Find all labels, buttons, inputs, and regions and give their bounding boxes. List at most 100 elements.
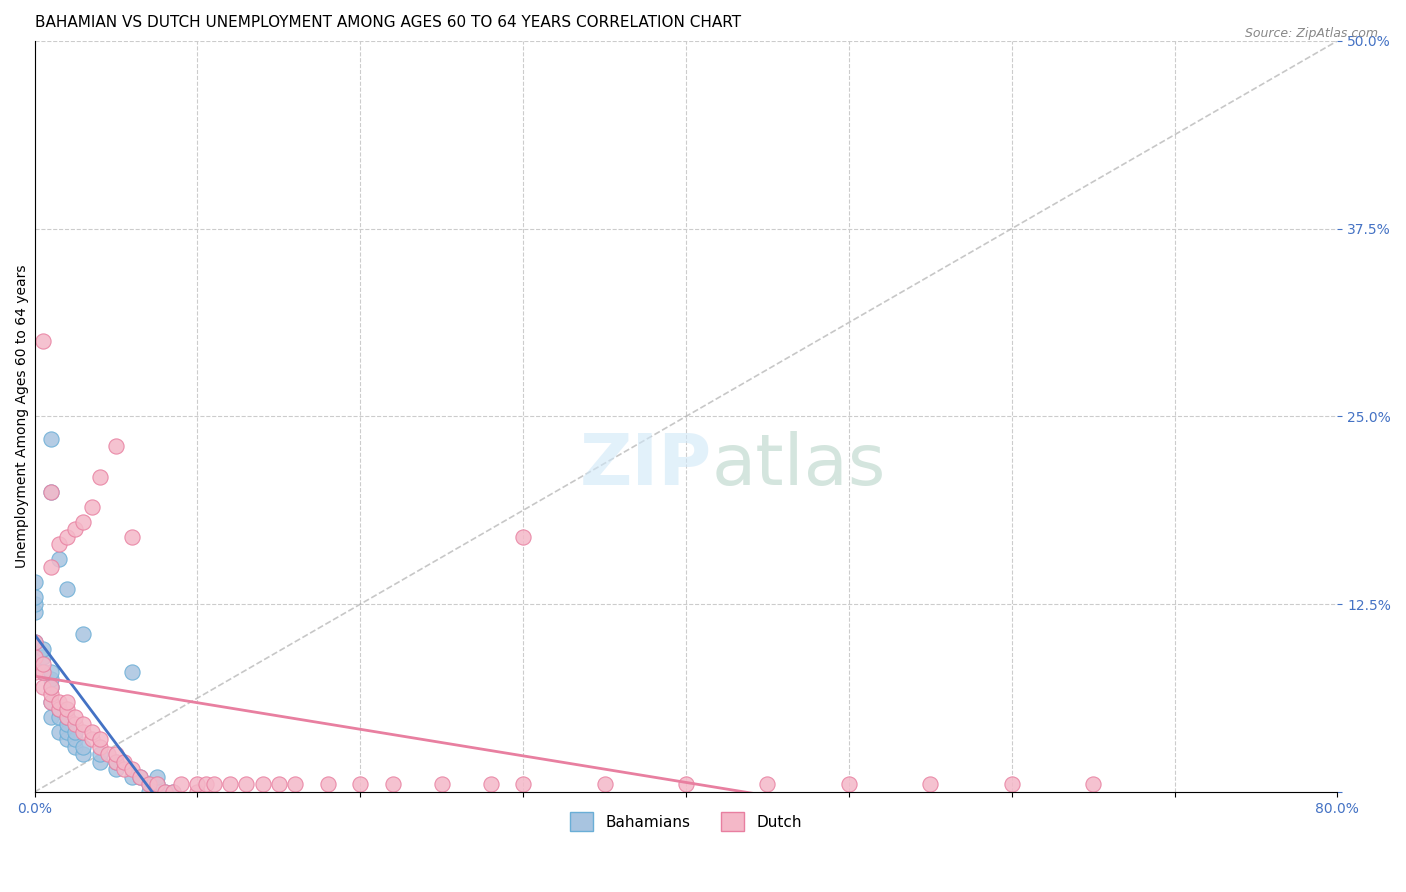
Point (56, 710, 79, 724)
Point (89, 732, 111, 747)
Point (48, 702, 70, 716)
Point (39, 665, 62, 679)
Point (112, 763, 135, 777)
Text: Source: ZipAtlas.com: Source: ZipAtlas.com (1244, 27, 1378, 40)
Text: ZIP: ZIP (579, 432, 711, 500)
Point (65, 732, 87, 747)
Point (39, 484, 62, 499)
Point (121, 530, 143, 544)
Point (104, 747, 127, 762)
Point (39, 484, 62, 499)
Point (39, 695, 62, 709)
Point (235, 777, 257, 791)
Point (39, 559, 62, 574)
Point (72, 515, 94, 529)
Point (838, 777, 860, 791)
Point (24, 590, 46, 604)
Point (316, 777, 339, 791)
Point (121, 770, 143, 784)
Point (162, 785, 184, 799)
Point (39, 680, 62, 694)
Point (39, 687, 62, 701)
Point (72, 724, 94, 739)
Point (479, 777, 502, 791)
Point (31, 642, 53, 657)
Point (1081, 777, 1104, 791)
Point (65, 724, 87, 739)
Point (31, 680, 53, 694)
Point (39, 710, 62, 724)
Point (48, 724, 70, 739)
Point (162, 785, 184, 799)
Point (267, 777, 290, 791)
Point (39, 680, 62, 694)
Point (202, 777, 225, 791)
Point (89, 739, 111, 754)
Point (252, 777, 274, 791)
Point (145, 777, 167, 791)
Point (24, 634, 46, 648)
Point (48, 695, 70, 709)
Point (186, 777, 208, 791)
Text: BAHAMIAN VS DUTCH UNEMPLOYMENT AMONG AGES 60 TO 64 YEARS CORRELATION CHART: BAHAMIAN VS DUTCH UNEMPLOYMENT AMONG AGE… (35, 15, 741, 30)
Point (56, 717, 79, 731)
Point (121, 763, 143, 777)
Point (920, 777, 942, 791)
Y-axis label: Unemployment Among Ages 60 to 64 years: Unemployment Among Ages 60 to 64 years (15, 265, 30, 568)
Point (1001, 777, 1024, 791)
Point (80, 500, 103, 514)
Point (121, 665, 143, 679)
Point (56, 695, 79, 709)
Point (593, 777, 616, 791)
Point (65, 522, 87, 536)
Point (65, 717, 87, 731)
Point (512, 530, 534, 544)
Point (756, 777, 779, 791)
Point (104, 440, 127, 454)
Point (153, 785, 176, 799)
Point (39, 695, 62, 709)
Point (31, 334, 53, 349)
Point (56, 724, 79, 739)
Point (56, 582, 79, 597)
Point (72, 739, 94, 754)
Point (219, 777, 242, 791)
Point (48, 552, 70, 566)
Point (675, 777, 697, 791)
Point (153, 785, 176, 799)
Point (138, 777, 160, 791)
Point (24, 574, 46, 589)
Point (24, 605, 46, 619)
Point (381, 777, 404, 791)
Point (31, 657, 53, 672)
Point (145, 777, 167, 791)
Point (104, 763, 127, 777)
Point (194, 777, 217, 791)
Point (24, 649, 46, 664)
Point (89, 755, 111, 769)
Point (72, 717, 94, 731)
Point (170, 777, 193, 791)
Point (284, 777, 307, 791)
Point (56, 530, 79, 544)
Point (138, 785, 160, 799)
Point (39, 673, 62, 687)
Point (56, 732, 79, 747)
Point (129, 770, 152, 784)
Point (349, 777, 371, 791)
Point (31, 665, 53, 679)
Point (56, 702, 79, 716)
Point (112, 755, 135, 769)
Point (186, 785, 208, 799)
Legend: Bahamians, Dutch: Bahamians, Dutch (564, 806, 808, 837)
Point (24, 634, 46, 648)
Point (65, 739, 87, 754)
Point (31, 649, 53, 664)
Point (80, 732, 103, 747)
Point (48, 710, 70, 724)
Point (104, 755, 127, 769)
Point (80, 724, 103, 739)
Point (56, 710, 79, 724)
Point (138, 777, 160, 791)
Point (145, 770, 167, 784)
